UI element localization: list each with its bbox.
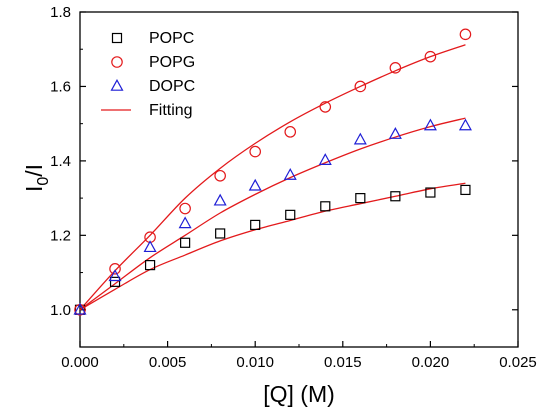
- popg-data-point: [284, 126, 297, 138]
- x-axis-title: [Q] (M): [263, 381, 335, 407]
- y-tick-label: 1.8: [50, 4, 71, 21]
- y-tick-label: 1.6: [50, 78, 71, 95]
- legend-label: DOPC: [149, 78, 195, 95]
- fit-curve-line: [79, 44, 466, 311]
- legend-item-fitting: Fitting: [101, 102, 193, 119]
- popg-data-point: [459, 28, 472, 41]
- x-tick-label: 0.005: [149, 354, 187, 371]
- x-tick-label: 0.010: [236, 354, 274, 371]
- popc-data-point: [355, 193, 366, 204]
- popc-data-point: [390, 191, 401, 202]
- popc-data-point: [215, 228, 226, 239]
- legend-label: Fitting: [149, 102, 193, 119]
- legend-item-popc: POPC: [111, 30, 194, 47]
- y-tick-label: 1.4: [50, 153, 71, 170]
- dopc-data-point: [283, 167, 297, 180]
- popc-data-point: [285, 209, 296, 220]
- dopc-data-point: [73, 302, 87, 315]
- popg-data-point: [424, 50, 437, 63]
- dopc-data-point: [353, 132, 367, 145]
- dopc-data-point: [423, 118, 437, 131]
- popc-data-point: [144, 260, 156, 271]
- dopc-data-point: [318, 153, 332, 165]
- popc-data-point: [460, 184, 471, 196]
- popc-data-point: [320, 201, 331, 212]
- popg-data-point: [354, 80, 367, 93]
- y-axis-title: I0/I: [21, 164, 52, 192]
- legend-item-popg: POPG: [111, 54, 195, 71]
- popg-data-point: [179, 202, 191, 215]
- x-tick-label: 0.000: [61, 354, 99, 371]
- fit-lines: [79, 44, 466, 311]
- dopc-data-point: [248, 178, 262, 191]
- popc-data-point: [425, 187, 436, 198]
- data-markers: [73, 28, 472, 316]
- legend-marker-swatch: [111, 56, 123, 68]
- y-axis-title-main: I: [21, 186, 47, 192]
- x-tick-label: 0.020: [412, 354, 450, 371]
- popg-data-point: [109, 263, 121, 275]
- popg-data-point: [249, 145, 261, 158]
- legend-item-dopc: DOPC: [110, 78, 195, 95]
- dopc-data-point: [143, 240, 157, 253]
- fit-curve-line: [79, 182, 466, 311]
- y-tick-label: 1.0: [50, 302, 71, 319]
- fit-curve-line: [79, 117, 466, 311]
- popc-data-point: [109, 276, 121, 287]
- dopc-data-point: [213, 193, 227, 206]
- popc-data-point: [180, 237, 191, 248]
- y-tick-label: 1.2: [50, 227, 71, 244]
- legend-label: POPC: [149, 30, 194, 47]
- legend: POPC POPG DOPC Fitting: [101, 30, 195, 119]
- y-axis-ticks: 1.0 1.2 1.4 1.6 1.8: [50, 4, 518, 319]
- y-axis-title-subscript: 0: [35, 177, 52, 186]
- dopc-data-point: [458, 118, 472, 131]
- x-tick-label: 0.025: [499, 354, 537, 371]
- popg-data-point: [214, 169, 226, 182]
- x-axis-ticks: 0.000 0.005 0.010 0.015 0.020 0.025: [61, 341, 537, 371]
- popc-data-point: [250, 219, 261, 231]
- popg-data-point: [389, 62, 402, 74]
- y-axis-title-tail: /I: [21, 164, 47, 177]
- plot-frame: [79, 11, 519, 348]
- dopc-data-point: [178, 216, 192, 229]
- x-tick-label: 0.015: [324, 354, 362, 371]
- legend-marker-swatch: [111, 32, 123, 44]
- legend-label: POPG: [149, 54, 195, 71]
- legend-marker-swatch: [110, 78, 124, 91]
- dopc-data-point: [108, 269, 122, 282]
- popg-data-point: [319, 101, 332, 113]
- dopc-data-point: [388, 127, 402, 139]
